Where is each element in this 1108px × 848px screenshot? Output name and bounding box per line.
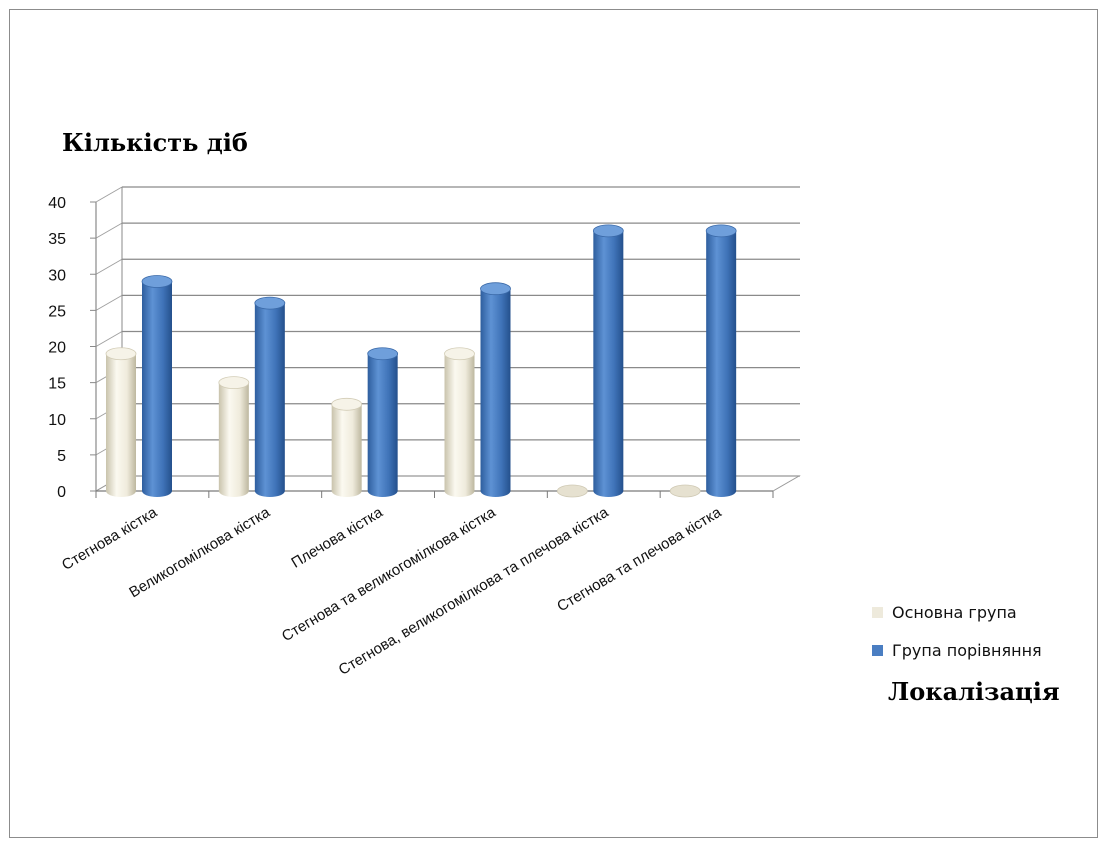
bar-comparison-group	[141, 275, 173, 497]
x-tick-label: Плечова кістка	[288, 504, 386, 572]
legend: Основна група Група порівняння	[872, 600, 1042, 676]
y-tick-label: 10	[48, 412, 66, 429]
gridline-side	[95, 331, 123, 347]
bar-body	[367, 353, 398, 497]
bar-top	[556, 484, 588, 498]
y-tick-label: 30	[48, 267, 66, 284]
bar-body	[142, 281, 172, 497]
bar-main-group	[331, 397, 363, 497]
x-tick-label: Стегнова кістка	[59, 504, 161, 574]
bar-comparison-group	[705, 224, 737, 497]
y-tick-label: 0	[57, 484, 66, 501]
legend-item-main-group: Основна група	[872, 600, 1042, 624]
gridline-side	[95, 186, 123, 203]
bar-body	[331, 404, 362, 497]
y-tick-label: 25	[48, 303, 66, 320]
bar-main-group	[669, 484, 701, 498]
bar-main-group	[105, 347, 137, 497]
bar-body	[706, 230, 737, 497]
bar-top	[254, 296, 286, 310]
bar-top	[592, 224, 624, 238]
bar-main-group	[218, 376, 250, 497]
y-tick-label: 40	[48, 195, 66, 212]
gridline-side	[95, 294, 123, 311]
bar-main-group	[556, 484, 588, 498]
bar-top	[705, 224, 737, 238]
y-tick-label: 20	[48, 340, 66, 357]
legend-swatch-main-group	[872, 606, 883, 618]
y-tick-label: 35	[48, 231, 66, 248]
x-axis-title: Локалізація	[888, 677, 1060, 706]
x-tick-label: Стегнова та великогомілкова кістка	[279, 504, 499, 646]
bars	[105, 224, 737, 498]
bar-top	[669, 484, 701, 498]
bar-body	[593, 230, 624, 497]
bar-top	[444, 347, 475, 361]
bar-top	[105, 347, 137, 361]
bar-comparison-group	[592, 224, 624, 497]
legend-swatch-comparison-group	[872, 644, 883, 656]
bar-top	[367, 347, 399, 361]
legend-label-main-group: Основна група	[892, 602, 1017, 622]
bar-body	[444, 353, 475, 497]
bar-top	[218, 376, 250, 390]
y-tick-label: 15	[48, 376, 66, 393]
bar-comparison-group	[254, 296, 286, 497]
bar-top	[331, 397, 363, 411]
y-tick-label: 5	[57, 448, 66, 465]
y-axis-title: Кількість діб	[62, 128, 248, 157]
bar-top	[141, 275, 173, 288]
bar-body	[106, 353, 136, 497]
bar-comparison-group	[367, 347, 399, 497]
bar-body	[254, 303, 285, 497]
bar-top	[480, 282, 511, 296]
chart-frame	[9, 9, 1098, 838]
gridline-side	[95, 222, 123, 239]
legend-label-comparison-group: Група порівняння	[892, 640, 1042, 660]
bar-body	[480, 288, 511, 497]
bar-comparison-group	[480, 282, 511, 497]
legend-item-comparison-group: Група порівняння	[872, 638, 1042, 662]
gridline-side	[95, 258, 123, 275]
bar-main-group	[444, 347, 475, 497]
bar-body	[218, 382, 249, 497]
